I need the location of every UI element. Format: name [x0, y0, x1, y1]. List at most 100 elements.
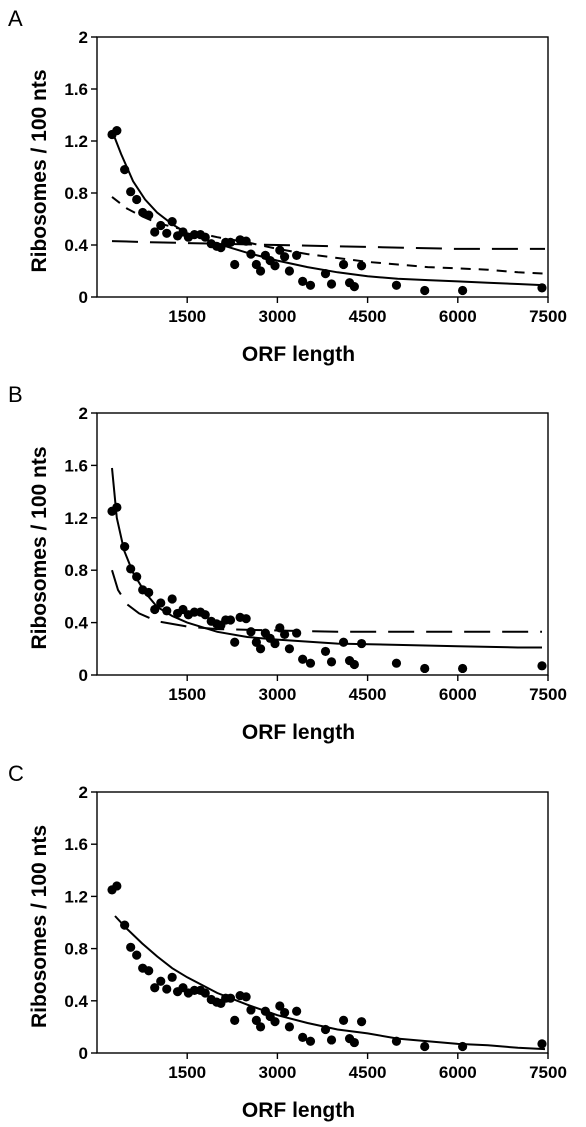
data-point — [230, 259, 240, 270]
data-point — [356, 261, 367, 271]
data-point — [270, 1017, 280, 1027]
data-point — [284, 266, 295, 276]
chart-panel-a: A 0 0.4 0.8 1.2 1.6 2 1500 3000 4500 6000 7500 ORF l… — [8, 6, 567, 366]
data-point — [241, 614, 251, 624]
x-tick-label: 1500 — [168, 1063, 206, 1082]
data-point — [144, 966, 154, 976]
data-point — [349, 282, 359, 292]
data-point — [251, 1015, 261, 1025]
x-axis-title: ORF length — [242, 721, 355, 744]
y-tick-label: 1.2 — [64, 132, 88, 151]
y-tick-label: 0.4 — [64, 614, 88, 633]
y-axis-title: Ribosomes / 100 nts — [28, 446, 51, 649]
data-point — [292, 250, 302, 260]
data-point — [305, 1036, 316, 1046]
data-point — [225, 993, 236, 1003]
data-point — [200, 610, 210, 620]
data-point — [458, 663, 468, 674]
data-point — [275, 245, 285, 255]
data-point — [156, 976, 166, 986]
data-point — [126, 564, 136, 574]
data-point — [391, 658, 402, 668]
data-point — [251, 259, 261, 270]
fit-curve-solid — [111, 467, 542, 649]
y-tick-label: 1.6 — [64, 456, 88, 475]
y-tick-label: 1.2 — [64, 887, 88, 906]
data-point — [275, 623, 285, 633]
y-axis-title: Ribosomes / 100 nts — [28, 825, 51, 1028]
data-point — [356, 638, 367, 649]
data-point — [280, 629, 290, 639]
data-point — [458, 1041, 468, 1052]
data-point — [150, 604, 160, 615]
data-point — [112, 126, 122, 136]
x-axis-title: ORF length — [242, 1099, 355, 1122]
data-point — [246, 1005, 256, 1015]
y-tick-label: 0.8 — [64, 184, 88, 203]
data-point — [320, 1024, 331, 1035]
x-tick-label: 6000 — [439, 307, 477, 326]
data-point — [225, 615, 236, 625]
data-point — [458, 285, 468, 296]
data-point — [280, 252, 290, 262]
data-point — [420, 663, 430, 674]
data-point — [320, 646, 331, 657]
fit-curve-long-dash — [111, 569, 542, 633]
data-point — [126, 187, 136, 197]
data-point — [162, 984, 172, 994]
x-tick-label: 1500 — [168, 307, 206, 326]
data-point — [156, 598, 166, 608]
fit-curve-solid — [111, 130, 546, 287]
x-tick-label: 4500 — [349, 685, 387, 704]
x-tick-label: 3000 — [258, 1063, 296, 1082]
data-point — [162, 606, 172, 616]
x-tick-label: 6000 — [439, 1063, 477, 1082]
data-point — [305, 658, 316, 668]
y-tick-label: 1.6 — [64, 835, 88, 854]
data-point — [162, 228, 172, 238]
data-point — [537, 283, 547, 293]
y-tick-label: 0.4 — [64, 236, 88, 255]
x-tick-label: 3000 — [258, 685, 296, 704]
x-tick-label: 3000 — [258, 307, 296, 326]
data-point — [120, 920, 130, 930]
data-point — [326, 279, 337, 289]
data-point — [230, 1015, 240, 1025]
data-point — [537, 1039, 547, 1049]
data-point — [298, 654, 308, 664]
data-point — [167, 217, 177, 227]
x-tick-label: 7500 — [529, 1063, 567, 1082]
data-point — [241, 992, 251, 1002]
data-point — [326, 657, 337, 667]
chart-panel-c: C 0 0.4 0.8 1.2 1.6 2 1500 3000 4500 6000 7500 ORF l… — [8, 761, 567, 1122]
data-point — [167, 594, 177, 604]
chart-panel-b: B 0 0.4 0.8 1.2 1.6 2 1500 3000 4500 6000 7500 ORF l… — [8, 382, 567, 744]
y-tick-label: 0.8 — [64, 561, 88, 580]
data-point — [420, 1041, 430, 1052]
data-point — [391, 280, 402, 290]
data-point — [246, 627, 256, 637]
data-point — [112, 502, 122, 512]
data-point — [132, 950, 142, 960]
data-point — [391, 1036, 402, 1046]
plot-frame — [96, 791, 549, 1054]
data-point — [167, 972, 177, 982]
data-point — [255, 1022, 266, 1032]
y-tick-label: 2 — [79, 404, 88, 423]
y-tick-label: 2 — [79, 28, 88, 47]
x-tick-label: 1500 — [168, 685, 206, 704]
x-axis-title: ORF length — [242, 343, 355, 366]
plot-frame — [96, 412, 549, 676]
data-point — [255, 644, 266, 654]
data-point — [349, 659, 359, 670]
data-point — [270, 638, 280, 649]
data-point — [246, 249, 256, 259]
data-point — [349, 1037, 359, 1048]
y-axis-title: Ribosomes / 100 nts — [28, 69, 51, 272]
x-tick-label: 4500 — [349, 307, 387, 326]
fit-curve-short-dash — [111, 196, 546, 275]
x-tick-label: 4500 — [349, 1063, 387, 1082]
y-tick-label: 0 — [79, 666, 88, 685]
data-point — [305, 280, 316, 290]
